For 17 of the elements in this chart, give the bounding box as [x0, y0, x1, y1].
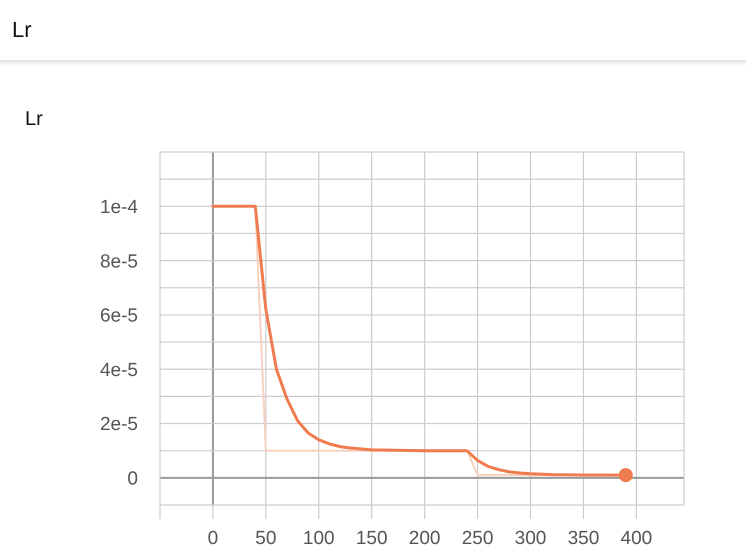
y-tick-label: 4e-5 — [100, 360, 138, 381]
y-tick-label: 1e-4 — [100, 196, 138, 218]
x-tick-label: 350 — [568, 528, 600, 549]
x-tick-label: 50 — [255, 528, 276, 549]
x-tick-label: 100 — [302, 528, 335, 549]
x-tick-label: 150 — [356, 528, 388, 549]
x-tick-label: 250 — [462, 528, 494, 549]
y-tick-label: 0 — [127, 468, 138, 490]
y-tick-label: 2e-5 — [100, 414, 138, 436]
x-tick-label: 0 — [208, 528, 218, 549]
y-tick-label: 6e-5 — [100, 306, 138, 327]
x-tick-label: 300 — [514, 528, 546, 549]
chart-subtitle: Lr — [25, 108, 44, 130]
x-tick-label: 200 — [408, 528, 440, 549]
x-tick-label: 400 — [620, 528, 652, 549]
chart-title: Lr — [12, 17, 32, 42]
y-tick-label: 8e-5 — [100, 251, 138, 272]
